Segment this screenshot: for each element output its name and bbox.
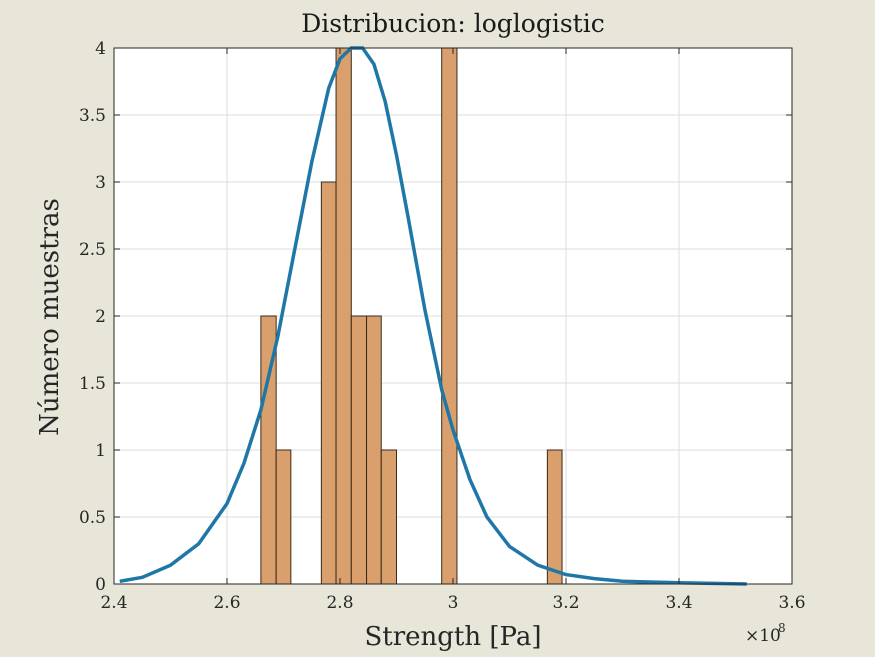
histogram-bar — [380, 449, 397, 585]
histogram-bar — [441, 47, 458, 585]
x-tick-label: 3.6 — [778, 593, 805, 613]
x-exponent-label: ×10 — [745, 626, 781, 646]
x-tick-label: 3.4 — [665, 593, 692, 613]
x-axis-title: Strength [Pa] — [364, 622, 541, 652]
y-tick-label: 4 — [95, 39, 106, 59]
y-tick-label: 0.5 — [79, 508, 106, 528]
histogram-bar — [275, 449, 292, 585]
x-tick-label: 2.6 — [213, 593, 240, 613]
x-tick-label: 2.4 — [100, 593, 127, 613]
y-tick-label: 2.5 — [79, 240, 106, 260]
y-tick-labels: 0 0.5 1 1.5 2 2.5 3 3.5 4 — [79, 39, 106, 595]
histogram-bar — [335, 47, 352, 585]
y-tick-label: 1.5 — [79, 374, 106, 394]
x-tick-label: 2.8 — [326, 593, 353, 613]
x-exponent-power: 8 — [778, 621, 786, 635]
chart-title: Distribucion: loglogistic — [301, 9, 604, 38]
histogram-bar — [350, 315, 368, 585]
histogram-bar — [320, 181, 337, 585]
x-tick-label: 3 — [448, 593, 459, 613]
y-tick-label: 2 — [95, 307, 106, 327]
histogram-bar — [546, 449, 563, 585]
x-tick-labels: 2.4 2.6 2.8 3 3.2 3.4 3.6 — [100, 593, 805, 613]
x-tick-label: 3.2 — [552, 593, 579, 613]
axis-ticks — [113, 47, 793, 585]
fit-curve-line — [119, 46, 747, 586]
histogram-bar — [366, 315, 382, 585]
y-tick-label: 1 — [95, 441, 106, 461]
y-tick-label: 3 — [95, 173, 106, 193]
y-axis-title: Número muestras — [35, 198, 65, 436]
y-tick-label: 0 — [95, 575, 106, 595]
y-tick-label: 3.5 — [79, 106, 106, 126]
